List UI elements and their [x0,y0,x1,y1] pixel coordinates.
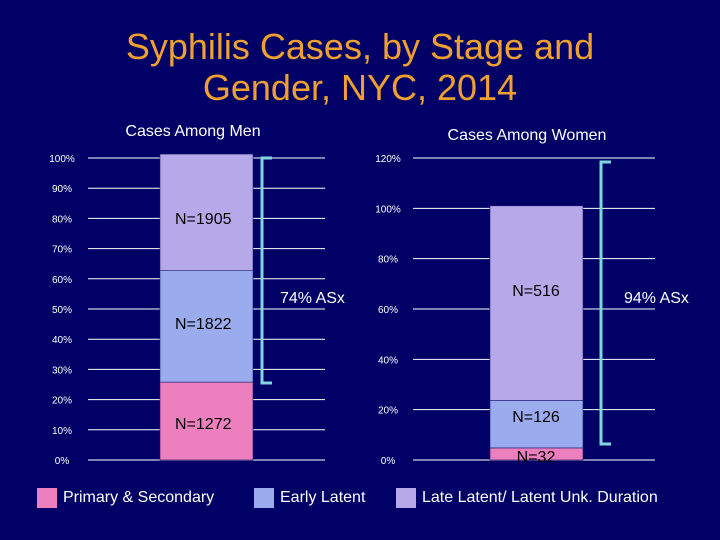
women-tick-label: 120% [375,154,401,165]
title-line-1: Syphilis Cases, by Stage and [125,26,595,67]
women-segment-label-primary-secondary: N=32 [517,449,556,466]
legend-swatch-early-latent [254,488,274,508]
men-tick-label: 10% [52,426,72,437]
women-bar-early-latent [489,400,584,449]
men-tick-label: 40% [52,335,72,346]
legend-label-early-latent: Early Latent [280,489,366,506]
legend-swatch-late-latent [396,488,416,508]
women-tick-label: 20% [378,406,398,417]
legend-swatch-primary-secondary [37,488,57,508]
women-bar-late-latent [489,205,584,401]
women-segment-label-late-latent: N=516 [512,283,560,300]
legend-label-primary-secondary: Primary & Secondary [63,489,215,506]
men-segment-label-primary-secondary: N=1272 [175,416,232,433]
legend-item-early-latent: Early Latent [254,486,365,510]
men-bar-late-latent [159,153,254,271]
men-asx-bracket [260,156,272,385]
women-tick-label: 80% [378,255,398,266]
women-tick-label: 100% [375,204,401,215]
women-segment-label-early-latent: N=126 [512,409,560,426]
men-bar-primary-secondary [159,381,254,461]
legend-label-late-latent: Late Latent/ Latent Unk. Duration [422,489,658,506]
men-tick-label: 30% [52,365,72,376]
legend-item-primary-secondary: Primary & Secondary [37,486,214,510]
men-asx-annotation: 74% ASx [280,290,345,307]
title-line-2: Gender, NYC, 2014 [202,67,518,108]
men-tick-label: 20% [52,396,72,407]
women-tick-label: 0% [381,456,396,467]
women-chart-title: Cases Among Women [448,127,607,144]
men-tick-label: 60% [52,275,72,286]
women-tick-label: 60% [378,305,398,316]
women-asx-bracket [599,160,611,446]
women-tick-label: 40% [378,355,398,366]
women-asx-annotation: 94% ASx [624,290,689,307]
men-chart-title: Cases Among Men [125,123,260,140]
men-tick-label: 90% [52,184,72,195]
men-tick-label: 0% [55,456,70,467]
men-tick-label: 70% [52,245,72,256]
men-tick-label: 50% [52,305,72,316]
men-tick-label: 80% [52,214,72,225]
men-tick-label: 100% [49,154,75,165]
men-bar-early-latent [159,270,254,383]
men-segment-label-late-latent: N=1905 [175,211,232,228]
legend-item-late-latent: Late Latent/ Latent Unk. Duration [396,486,658,510]
slide-title: Syphilis Cases, by Stage and Gender, NYC… [60,26,660,108]
men-segment-label-early-latent: N=1822 [175,316,232,333]
